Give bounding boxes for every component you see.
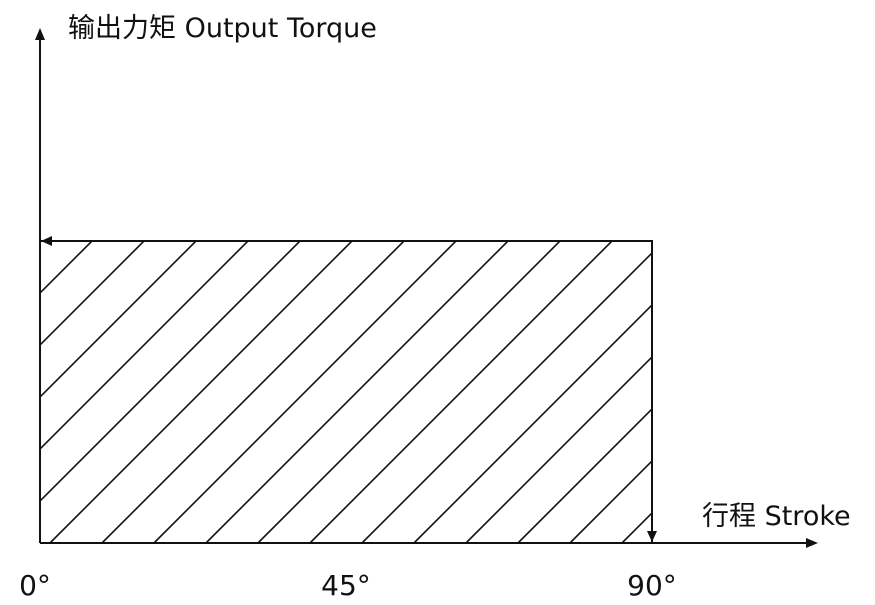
hatch-line [309, 241, 613, 543]
hatch-line [257, 241, 561, 543]
hatch-line [361, 251, 652, 543]
x-tick-label: 45° [321, 569, 371, 602]
hatch-line [205, 241, 509, 543]
hatch-line [153, 241, 457, 543]
x-tick-labels: 0° 45° 90° [19, 569, 677, 602]
hatch-line [674, 241, 875, 543]
hatch-line [40, 241, 197, 399]
x-axis-arrow-icon [806, 538, 818, 548]
axes [35, 28, 818, 548]
torque-level-arrow-icon [41, 236, 52, 246]
x-tick-label: 90° [627, 569, 677, 602]
x-axis-title: 行程 Stroke [702, 501, 851, 532]
hatch-line [40, 241, 145, 347]
hatch-line [49, 241, 353, 543]
hatch-line [40, 241, 301, 503]
hatch-line [101, 241, 405, 543]
torque-area-hatch [40, 241, 875, 543]
hatch-line [40, 241, 93, 295]
y-axis-title: 输出力矩 Output Torque [68, 13, 377, 44]
hatch-line [517, 407, 652, 543]
hatch-line [40, 241, 41, 243]
hatch-line [569, 459, 652, 543]
y-axis-arrow-icon [35, 28, 45, 40]
hatch-line [465, 355, 652, 543]
x-tick-label: 0° [19, 569, 51, 602]
stroke-end-arrow-icon [647, 531, 657, 542]
torque-area-outline [40, 240, 653, 543]
torque-area [40, 236, 875, 543]
hatch-line [40, 241, 249, 451]
hatch-line [621, 511, 652, 543]
hatch-line [413, 303, 652, 543]
